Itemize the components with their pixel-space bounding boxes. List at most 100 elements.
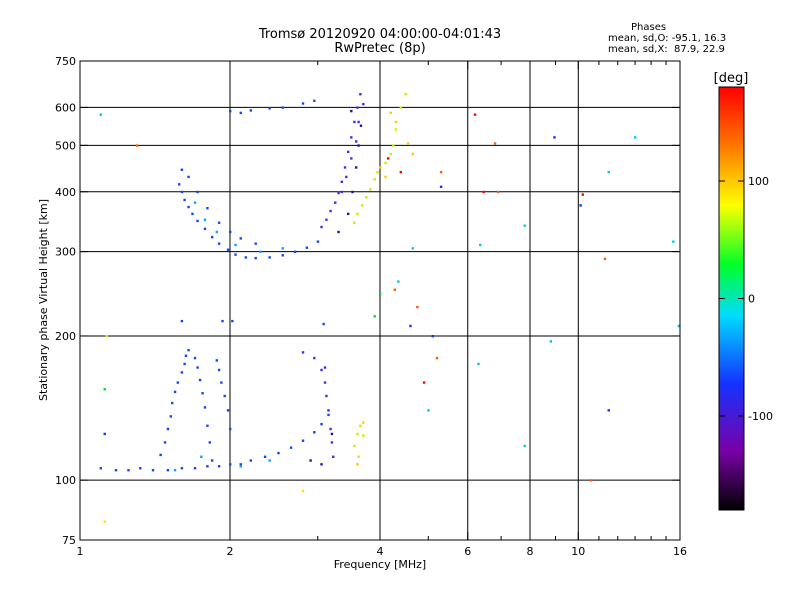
- data-point: [169, 415, 173, 418]
- data-point: [330, 441, 334, 444]
- data-point: [634, 136, 637, 139]
- data-point: [215, 359, 219, 362]
- data-point: [210, 459, 214, 462]
- x-tick-label: 6: [464, 545, 471, 558]
- chart-subtitle: RwPretec (8p): [334, 41, 426, 56]
- data-point: [439, 170, 443, 174]
- data-point: [135, 144, 139, 147]
- data-point: [323, 366, 327, 369]
- data-point: [187, 175, 190, 179]
- data-point: [607, 170, 610, 174]
- y-tick-label: 400: [55, 186, 76, 199]
- data-point: [346, 212, 350, 216]
- data-point: [357, 144, 360, 147]
- y-tick-label: 300: [55, 246, 76, 259]
- data-point: [254, 242, 257, 245]
- data-point: [482, 190, 485, 194]
- x-tick-label: 4: [377, 545, 384, 558]
- data-point: [203, 218, 207, 221]
- y-tick-label: 500: [55, 139, 76, 152]
- data-point: [330, 432, 334, 436]
- stats-o-mode: mean, sd,O: -95.1, 16.3: [608, 33, 727, 44]
- data-point: [353, 120, 356, 124]
- data-point: [337, 230, 340, 234]
- data-point: [215, 230, 219, 234]
- data-point: [239, 111, 242, 115]
- data-point: [139, 467, 142, 470]
- colorbar-tick-label: 0: [748, 293, 755, 306]
- data-point: [301, 351, 305, 354]
- data-point: [166, 469, 170, 472]
- data-point: [289, 446, 293, 449]
- data-point: [322, 322, 325, 326]
- data-point: [221, 319, 224, 323]
- data-point: [362, 102, 365, 106]
- data-point: [351, 190, 354, 194]
- data-point: [293, 250, 297, 254]
- data-point: [386, 157, 390, 160]
- data-point: [176, 381, 180, 384]
- data-point: [196, 366, 199, 369]
- data-points: [99, 92, 681, 523]
- x-tick-label: 1: [77, 545, 84, 558]
- colorbar-tick-label: -100: [748, 410, 773, 423]
- data-point: [323, 381, 327, 384]
- data-point: [309, 459, 312, 462]
- colorbar-tick-label: 100: [748, 175, 769, 188]
- data-point: [229, 463, 232, 466]
- stats-heading: Phases: [631, 22, 667, 33]
- data-point: [340, 190, 344, 194]
- chart-title: Tromsø 20120920 04:00:00-04:01:43: [258, 27, 502, 42]
- data-point: [259, 250, 262, 254]
- data-point: [99, 113, 103, 116]
- data-point: [607, 409, 610, 412]
- data-point: [354, 166, 358, 169]
- data-point: [229, 109, 232, 113]
- data-point: [163, 441, 167, 444]
- data-point: [496, 190, 500, 194]
- data-point: [316, 240, 320, 243]
- data-point: [325, 394, 328, 398]
- data-point: [193, 356, 197, 360]
- data-point: [392, 144, 395, 147]
- data-point: [579, 204, 582, 207]
- data-point: [384, 175, 387, 179]
- data-point: [337, 191, 340, 195]
- data-point: [159, 453, 162, 457]
- data-point: [239, 237, 242, 240]
- data-point: [360, 204, 364, 207]
- data-point: [376, 170, 379, 174]
- data-point: [479, 243, 482, 247]
- data-point: [184, 354, 188, 357]
- data-point: [206, 206, 209, 210]
- data-point: [249, 459, 253, 462]
- data-point: [301, 439, 305, 442]
- data-point: [244, 256, 248, 259]
- colorbar: [deg] 100 0 -100: [714, 71, 773, 511]
- x-tick-label: 10: [571, 545, 585, 558]
- data-point: [340, 180, 344, 184]
- y-tick-label: 600: [55, 101, 76, 114]
- data-point: [356, 432, 359, 436]
- data-point: [229, 427, 232, 431]
- data-point: [399, 170, 403, 174]
- data-point: [99, 467, 103, 470]
- data-point: [203, 406, 207, 409]
- data-point: [193, 201, 197, 204]
- data-point: [343, 166, 347, 169]
- data-point: [393, 288, 397, 291]
- data-point: [183, 362, 186, 366]
- data-point: [103, 432, 106, 436]
- data-point: [431, 334, 434, 338]
- data-point: [103, 520, 106, 523]
- data-point: [180, 190, 184, 194]
- data-point: [196, 219, 199, 223]
- data-point: [334, 201, 337, 204]
- data-point: [200, 455, 203, 458]
- data-point: [180, 467, 184, 470]
- data-point: [220, 381, 223, 384]
- data-point: [379, 292, 382, 296]
- data-point: [171, 401, 174, 405]
- data-point: [549, 340, 553, 343]
- data-point: [196, 190, 199, 194]
